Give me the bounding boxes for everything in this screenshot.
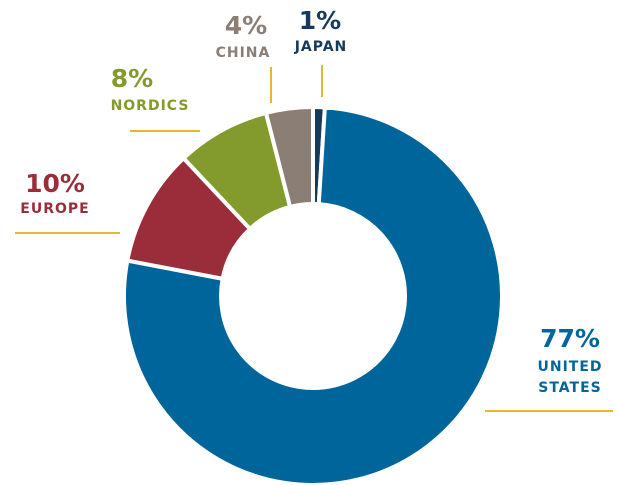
segment: [263, 104, 315, 210]
category-label: EUROPE: [20, 201, 89, 217]
value-label: 10%: [25, 169, 85, 198]
value-label: 4%: [225, 11, 267, 40]
category-label: CHINA: [216, 45, 271, 61]
value-label: 8%: [111, 64, 153, 93]
label-line: STATES: [538, 380, 602, 396]
category-label: UNITED STATES: [537, 359, 602, 396]
category-label: NORDICS: [111, 98, 190, 114]
segment: [122, 105, 504, 485]
category-label: JAPAN: [294, 39, 348, 55]
value-label: 77%: [540, 324, 600, 353]
value-label: 1%: [299, 6, 341, 35]
label-line: UNITED: [537, 359, 602, 375]
